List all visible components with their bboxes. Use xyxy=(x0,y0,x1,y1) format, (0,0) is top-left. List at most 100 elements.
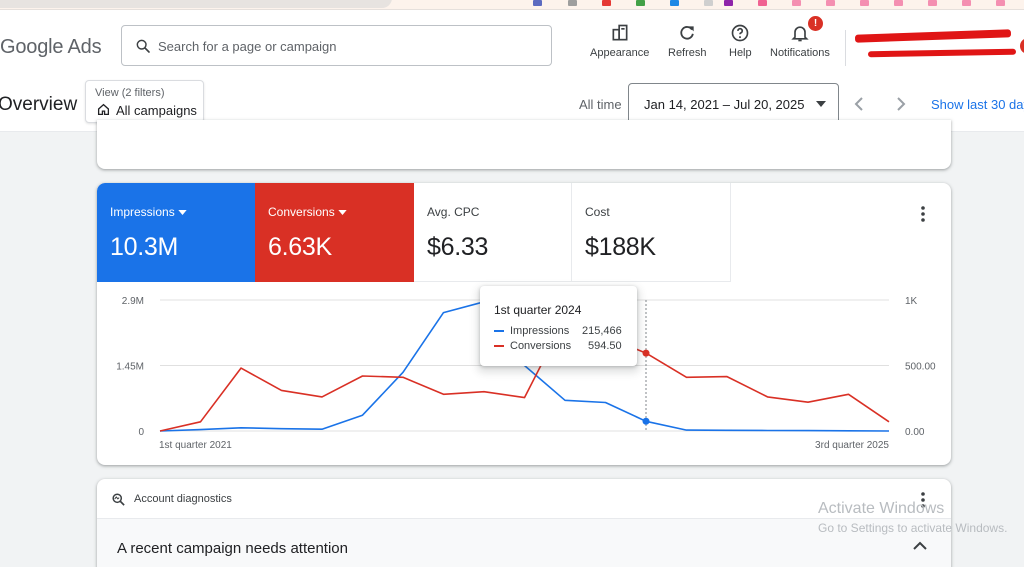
refresh-button[interactable]: Refresh xyxy=(668,23,707,59)
watermark-title: Activate Windows xyxy=(818,500,945,517)
avg-cpc-metric-tab[interactable]: Avg. CPC $6.33 xyxy=(414,183,572,282)
diagnostics-item[interactable]: A recent campaign needs attention xyxy=(97,519,951,567)
conversions-label: Conversions xyxy=(268,205,335,219)
right-axis-tick-label: 500.00 xyxy=(905,362,936,373)
help-icon xyxy=(731,24,749,42)
avg-cpc-value: $6.33 xyxy=(427,233,489,261)
cost-metric-tab[interactable]: Cost $188K xyxy=(572,183,731,282)
windows-activation-watermark: Activate Windows Go to Settings to activ… xyxy=(818,500,1007,535)
summary-card xyxy=(97,120,951,169)
legend-swatch-conversions xyxy=(494,345,504,348)
help-button[interactable]: Help xyxy=(729,23,752,59)
bell-icon xyxy=(791,26,809,42)
bookmark-favicon[interactable] xyxy=(704,0,713,6)
dropdown-arrow-icon[interactable] xyxy=(338,210,347,216)
toolbar-divider xyxy=(845,30,846,66)
search-input[interactable] xyxy=(158,36,538,56)
tooltip-title: 1st quarter 2024 xyxy=(494,303,582,317)
more-options-icon[interactable] xyxy=(917,491,929,509)
bookmark-favicon[interactable] xyxy=(724,0,733,6)
show-last-link[interactable]: Show last 30 days xyxy=(931,97,1024,112)
search-box[interactable] xyxy=(121,25,552,66)
avatar[interactable] xyxy=(1020,38,1024,54)
browser-tab-strip xyxy=(0,0,1024,10)
left-axis-tick-label: 0 xyxy=(138,427,144,438)
page-title: Overview xyxy=(0,94,78,115)
view-filter-selector[interactable]: View (2 filters) All campaigns xyxy=(85,80,204,123)
impressions-value: 10.3M xyxy=(110,233,178,261)
date-range-label: All time xyxy=(579,97,622,112)
chart-tooltip: 1st quarter 2024 Impressions 215,466 Con… xyxy=(480,286,637,366)
appearance-icon xyxy=(612,24,628,41)
bookmark-favicon[interactable] xyxy=(792,0,801,6)
bookmark-favicon[interactable] xyxy=(894,0,903,6)
left-axis-tick-label: 2.9M xyxy=(122,296,144,307)
left-axis-tick-label: 1.45M xyxy=(116,362,144,373)
impressions-label: Impressions xyxy=(110,205,175,219)
conversions-metric-header: Conversions xyxy=(268,205,401,219)
tooltip-row-conversions: Conversions xyxy=(494,340,571,352)
x-axis-tick-label: 1st quarter 2021 xyxy=(159,440,232,451)
browser-tab[interactable] xyxy=(0,0,392,8)
notifications-badge: ! xyxy=(808,16,823,31)
bookmark-favicon[interactable] xyxy=(670,0,679,6)
performance-chart-card: Impressions 10.3M Conversions 6.63K Avg.… xyxy=(97,183,951,465)
refresh-label: Refresh xyxy=(668,47,707,59)
view-filter-value: All campaigns xyxy=(116,103,197,118)
bookmark-favicon[interactable] xyxy=(996,0,1005,6)
bookmark-favicon[interactable] xyxy=(758,0,767,6)
bookmark-favicon[interactable] xyxy=(826,0,835,6)
watermark-subtitle: Go to Settings to activate Windows. xyxy=(818,521,1008,535)
series-point-impressions xyxy=(642,417,650,425)
diagnostics-message: A recent campaign needs attention xyxy=(117,540,348,557)
bookmark-favicon[interactable] xyxy=(928,0,937,6)
cost-label: Cost xyxy=(585,205,610,219)
tooltip-row-impressions: Impressions xyxy=(494,325,569,337)
conversions-metric-tab[interactable]: Conversions 6.63K xyxy=(255,183,414,282)
bookmark-favicon[interactable] xyxy=(636,0,645,6)
bookmark-favicon[interactable] xyxy=(962,0,971,6)
next-period-icon[interactable] xyxy=(894,96,908,112)
avg-cpc-label: Avg. CPC xyxy=(427,205,480,219)
home-icon xyxy=(97,103,110,116)
series-point-conversions xyxy=(642,349,650,357)
tooltip-row-name: Impressions xyxy=(510,325,570,337)
cost-value: $188K xyxy=(585,233,656,261)
dropdown-arrow-icon[interactable] xyxy=(178,210,187,216)
previous-period-icon[interactable] xyxy=(852,96,866,112)
x-axis-tick-label: 3rd quarter 2025 xyxy=(815,440,889,451)
bookmark-favicon[interactable] xyxy=(533,0,542,6)
bookmark-favicon[interactable] xyxy=(602,0,611,6)
right-axis-tick-label: 1K xyxy=(905,296,918,307)
date-range-value: Jan 14, 2021 – Jul 20, 2025 xyxy=(644,97,805,112)
diagnostics-title: Account diagnostics xyxy=(134,493,232,505)
tooltip-row-value: 594.50 xyxy=(588,340,622,352)
google-ads-logo[interactable]: Google Ads xyxy=(0,36,102,58)
help-label: Help xyxy=(729,47,752,59)
diagnostics-search-icon xyxy=(112,493,125,506)
bookmark-favicon[interactable] xyxy=(860,0,869,6)
tooltip-row-name: Conversions xyxy=(510,340,572,352)
view-filter-label: View (2 filters) xyxy=(95,87,165,99)
appearance-button[interactable]: Appearance xyxy=(590,23,649,59)
notifications-button[interactable]: ! Notifications xyxy=(770,16,830,59)
right-axis-tick-label: 0.00 xyxy=(905,427,925,438)
redacted-account-id xyxy=(867,48,1017,58)
diagnostics-header: Account diagnostics xyxy=(97,479,951,519)
redacted-account-name xyxy=(854,29,1012,43)
impressions-metric-header: Impressions xyxy=(110,205,242,219)
account-diagnostics-card: Account diagnostics A recent campaign ne… xyxy=(97,479,951,567)
impressions-metric-tab[interactable]: Impressions 10.3M xyxy=(97,183,255,282)
chevron-up-icon[interactable] xyxy=(912,541,928,551)
appearance-label: Appearance xyxy=(590,47,650,59)
top-app-bar: Google Ads Appearance Refresh Help ! Not… xyxy=(0,10,1024,78)
conversions-value: 6.63K xyxy=(268,233,332,261)
dropdown-arrow-icon xyxy=(816,101,826,107)
tooltip-row-value: 215,466 xyxy=(582,325,622,337)
legend-swatch-impressions xyxy=(494,330,504,333)
more-options-icon[interactable] xyxy=(917,205,929,223)
bookmark-favicon[interactable] xyxy=(568,0,577,6)
notifications-label: Notifications xyxy=(770,47,830,59)
date-range-picker[interactable]: Jan 14, 2021 – Jul 20, 2025 xyxy=(628,83,839,125)
search-icon xyxy=(136,39,150,53)
